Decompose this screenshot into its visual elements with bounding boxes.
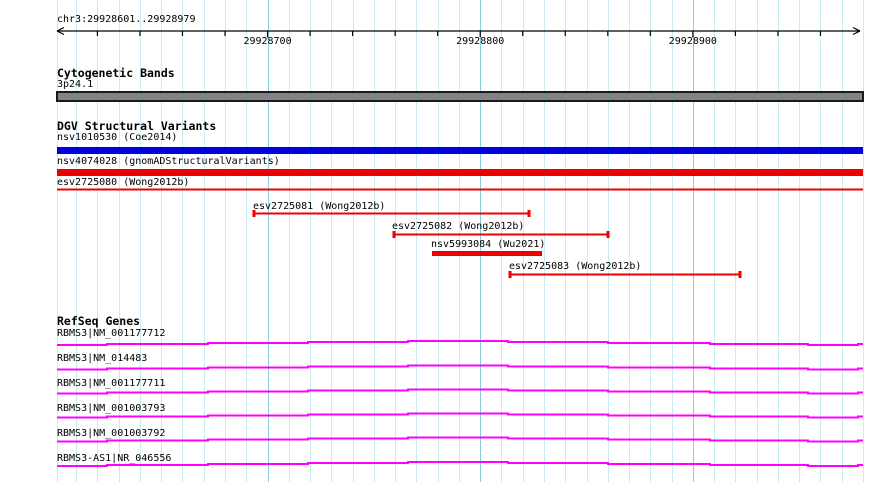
gene-label[interactable]: RBMS3|NM_001003792 <box>57 428 166 439</box>
variant-glyph[interactable] <box>57 169 863 176</box>
cytoband-glyph[interactable] <box>56 91 864 102</box>
cytoband-label[interactable]: 3p24.1 <box>57 79 94 90</box>
variant-label[interactable]: nsv1010530 (Coe2014) <box>57 132 178 143</box>
gene-label[interactable]: RBMS3-AS1|NR_046556 <box>57 453 172 464</box>
variant-endcap-right <box>738 271 742 278</box>
ruler-tick-label: 29928800 <box>456 36 505 47</box>
grid-lines <box>57 0 864 482</box>
variant-label[interactable]: nsv4074028 (gnomADStructuralVariants) <box>57 156 280 167</box>
variant-endcap-left <box>252 210 256 217</box>
gene-transcript-line[interactable] <box>57 461 863 467</box>
gene-label[interactable]: RBMS3|NM_014483 <box>57 353 148 364</box>
variant-endcap-left <box>508 271 512 278</box>
ruler-tick-label: 29928900 <box>668 36 717 47</box>
ruler-tick-label: 29928700 <box>243 36 292 47</box>
variant-label[interactable]: esv2725080 (Wong2012b) <box>57 177 190 188</box>
variant-label[interactable]: esv2725083 (Wong2012b) <box>509 261 642 272</box>
variant-label[interactable]: esv2725082 (Wong2012b) <box>392 221 525 232</box>
variant-glyph[interactable] <box>57 147 863 154</box>
gene-transcript-line[interactable] <box>57 388 863 395</box>
variant-endcap-left <box>392 231 396 238</box>
region-title: chr3:29928601..29928979 <box>57 14 196 25</box>
gene-label[interactable]: RBMS3|NM_001003793 <box>57 403 166 414</box>
section-header-refseq: RefSeq Genes <box>57 314 141 328</box>
variant-label[interactable]: nsv5993084 (Wu2021) <box>431 239 546 250</box>
variant-glyph[interactable] <box>432 251 542 256</box>
variant-endcap-right <box>527 210 531 217</box>
gene-transcript-line[interactable] <box>57 412 863 419</box>
gene-transcript-line[interactable] <box>57 364 863 371</box>
variant-label[interactable]: esv2725081 (Wong2012b) <box>253 201 386 212</box>
gene-transcript-line[interactable] <box>57 340 863 346</box>
variant-endcap-right <box>606 231 610 238</box>
gene-transcript-line[interactable] <box>57 436 863 443</box>
gene-label[interactable]: RBMS3|NM_001177711 <box>57 378 166 389</box>
gene-label[interactable]: RBMS3|NM_001177712 <box>57 328 166 339</box>
section-header-dgv: DGV Structural Variants <box>57 119 217 133</box>
section-header-cytobands: Cytogenetic Bands <box>57 66 175 80</box>
coordinate-ruler <box>56 26 861 38</box>
